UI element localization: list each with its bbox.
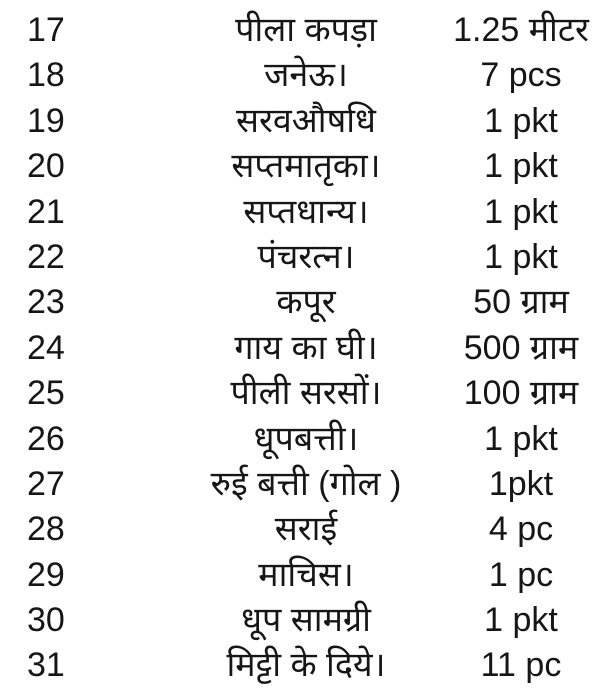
item-name: पीली सरसों। — [230, 374, 382, 413]
serial-number: 29 — [27, 555, 65, 594]
serial-number: 21 — [27, 192, 65, 231]
item-quantity: 7 pcs — [480, 56, 562, 95]
item-name: सरवऔषधि — [236, 101, 376, 140]
item-name: धूपबत्ती। — [253, 419, 359, 458]
item-quantity: 1 pkt — [484, 419, 558, 458]
serial-number: 31 — [27, 646, 65, 685]
item-name: सप्तधान्य। — [243, 192, 369, 231]
serial-number: 30 — [27, 601, 65, 640]
item-quantity: 1 pkt — [484, 101, 558, 140]
table-row: 26 धूपबत्ती। 1 pkt — [0, 417, 600, 462]
table-row: 28 सराई 4 pc — [0, 507, 600, 552]
item-quantity: 1 pc — [488, 555, 554, 594]
table-row: 17 पीला कपड़ा 1.25 मीटर — [0, 8, 600, 53]
table-row: 27 रुई बत्ती (गोल ) 1pkt — [0, 462, 600, 507]
item-name: मिट्टी के दिये। — [226, 646, 386, 685]
item-name: रुई बत्ती (गोल ) — [210, 464, 402, 503]
table-row: 19 सरवऔषधि 1 pkt — [0, 99, 600, 144]
item-name: सराई — [274, 510, 338, 549]
item-name: पंचरत्न। — [257, 237, 355, 276]
item-quantity: 1 pkt — [484, 192, 558, 231]
table-row: 25 पीली सरसों। 100 ग्राम — [0, 371, 600, 416]
item-name: कपूर — [276, 283, 336, 322]
serial-number: 20 — [27, 147, 65, 186]
table-row: 18 जनेऊ। 7 pcs — [0, 53, 600, 98]
item-quantity: 1pkt — [488, 464, 554, 503]
item-quantity: 1 pkt — [484, 601, 558, 640]
table-row: 30 धूप सामग्री 1 pkt — [0, 598, 600, 643]
item-quantity: 11 pc — [480, 646, 562, 685]
item-quantity: 1 pkt — [484, 237, 558, 276]
table-row: 23 कपूर 50 ग्राम — [0, 280, 600, 325]
item-quantity: 1.25 मीटर — [453, 11, 589, 49]
item-name: सप्तमातृका। — [231, 147, 381, 186]
serial-number: 24 — [27, 328, 65, 367]
serial-number: 17 — [27, 11, 65, 49]
serial-number: 25 — [27, 374, 65, 413]
serial-number: 28 — [27, 510, 65, 549]
item-quantity: 1 pkt — [484, 147, 558, 186]
item-quantity: 4 pc — [488, 510, 554, 549]
item-quantity: 50 ग्राम — [473, 283, 569, 322]
item-quantity: 100 ग्राम — [463, 374, 579, 413]
item-name: जनेऊ। — [264, 56, 348, 95]
item-name: पीला कपड़ा — [235, 11, 377, 49]
table-row: 24 गाय का घी। 500 ग्राम — [0, 326, 600, 371]
serial-number: 23 — [27, 283, 65, 322]
serial-number: 19 — [27, 101, 65, 140]
table-row: 31 मिट्टी के दिये। 11 pc — [0, 643, 600, 688]
serial-number: 22 — [27, 237, 65, 276]
serial-number: 18 — [27, 56, 65, 95]
table-row: 29 माचिस। 1 pc — [0, 553, 600, 598]
table-row: 21 सप्तधान्य। 1 pkt — [0, 190, 600, 235]
item-name: गाय का घी। — [234, 328, 378, 367]
serial-number: 27 — [27, 464, 65, 503]
table-row: 22 पंचरत्न। 1 pkt — [0, 235, 600, 280]
item-name: धूप सामग्री — [241, 601, 371, 640]
item-name: माचिस। — [258, 555, 354, 594]
table-row: 20 सप्तमातृका। 1 pkt — [0, 144, 600, 189]
item-quantity: 500 ग्राम — [463, 328, 579, 367]
serial-number: 26 — [27, 419, 65, 458]
